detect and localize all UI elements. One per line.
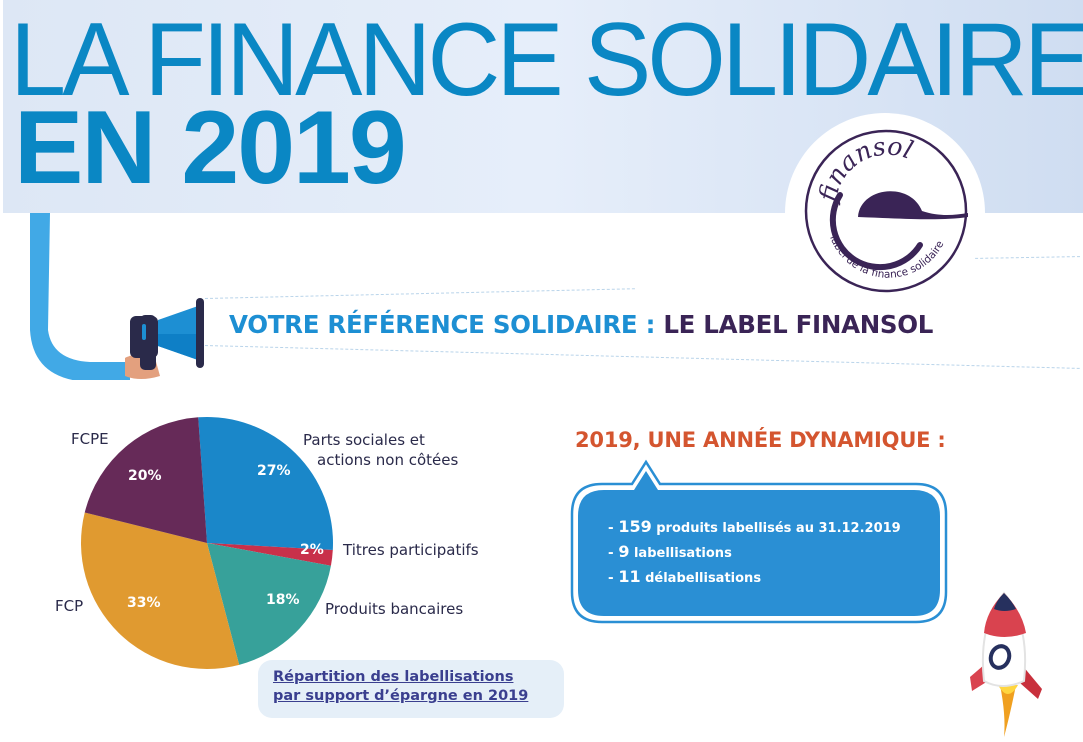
- speech-bubble: [570, 459, 948, 624]
- caption-line1: Répartition des labellisations: [273, 669, 514, 685]
- dashed-line: [204, 345, 1080, 369]
- pie-chart: [80, 417, 333, 670]
- rocket-icon: [970, 591, 1042, 737]
- page-title-line2: EN 2019: [14, 90, 407, 206]
- pie-pct-produits: 18%: [266, 592, 300, 608]
- caption-box: [258, 660, 564, 718]
- pie-slice: [207, 543, 333, 566]
- pie-slice: [84, 417, 207, 543]
- subtitle-part-b: LE LABEL FINANSOL: [663, 310, 934, 339]
- pie-pct-fcpe: 20%: [128, 468, 162, 484]
- caption-line2: par support d’épargne en 2019: [273, 687, 529, 704]
- pie-label-titres: Titres participatifs: [343, 541, 479, 559]
- finansol-logo-icon: finansol label de la finance solidaire: [804, 129, 968, 293]
- section-subtitle: VOTRE RÉFÉRENCE SOLIDAIRE : LE LABEL FIN…: [229, 310, 933, 339]
- pie-pct-titres: 2%: [300, 542, 324, 558]
- pie-label-parts-line1: Parts sociales et: [303, 431, 425, 449]
- pie-pct-fcp: 33%: [127, 595, 161, 611]
- pie-slice: [207, 543, 331, 665]
- dynamic-list: - 159 produits labellisés au 31.12.2019 …: [608, 517, 901, 592]
- pie-label-fcpe: FCPE: [71, 430, 109, 448]
- pie-label-fcp: FCP: [55, 597, 84, 615]
- pie-label-parts-line2: actions non côtées: [317, 451, 459, 469]
- megaphone-icon: [30, 213, 204, 380]
- pie-slice: [80, 512, 240, 670]
- pie-slice: [198, 417, 333, 551]
- list-item: - 9 labellisations: [608, 542, 732, 561]
- page-title-line1: LA FINANCE SOLIDAIRE: [10, 2, 1083, 118]
- dashed-line: [204, 288, 635, 299]
- pie-label-produits: Produits bancaires: [325, 600, 464, 618]
- subtitle-part-a: VOTRE RÉFÉRENCE SOLIDAIRE :: [229, 310, 664, 339]
- dynamic-title: 2019, UNE ANNÉE DYNAMIQUE :: [575, 428, 946, 452]
- chart-caption[interactable]: Répartition des labellisations par suppo…: [273, 668, 528, 706]
- pie-pct-parts: 27%: [257, 463, 291, 479]
- list-item: - 11 délabellisations: [608, 567, 762, 586]
- list-item: - 159 produits labellisés au 31.12.2019: [608, 517, 901, 536]
- dashed-line: [969, 256, 1080, 259]
